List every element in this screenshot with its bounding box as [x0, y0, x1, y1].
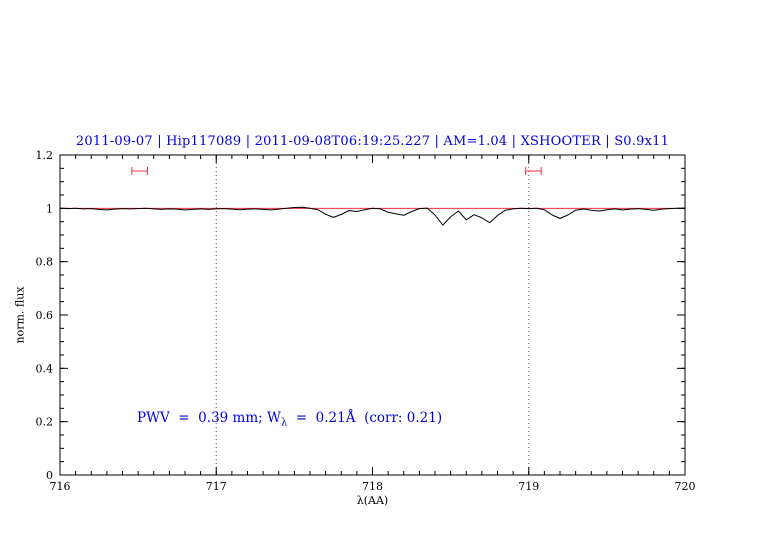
y-tick-label: 1.2 [36, 149, 54, 162]
y-tick-label: 0.2 [36, 416, 54, 429]
plot-title: 2011-09-07 | Hip117089 | 2011-09-08T06:1… [75, 134, 670, 149]
y-tick-label: 0.4 [36, 362, 54, 375]
y-tick-label: 0.6 [36, 309, 54, 322]
plot-frame [59, 154, 686, 476]
x-tick-label: 717 [206, 480, 227, 493]
y-tick-label: 1 [46, 202, 53, 215]
x-tick-label: 719 [518, 480, 539, 493]
y-tick-label: 0 [46, 469, 53, 482]
spectrum-line [59, 206, 685, 226]
pwv-annotation-pre: PWV = 0.39 mm; W [137, 410, 281, 426]
pwv-annotation-lambda-subscript: λ [280, 417, 288, 429]
y-tick-label: 0.8 [36, 256, 54, 269]
pwv-annotation-post: = 0.21Å (corr: 0.21) [287, 410, 443, 426]
x-tick-label: 716 [50, 480, 71, 493]
x-tick-label: 718 [362, 480, 383, 493]
x-tick-label: 720 [675, 480, 696, 493]
pwv-annotation: PWV = 0.39 mm; Wλ = 0.21Å (corr: 0.21) [137, 410, 442, 429]
x-axis-label: λ(AA) [356, 494, 389, 507]
